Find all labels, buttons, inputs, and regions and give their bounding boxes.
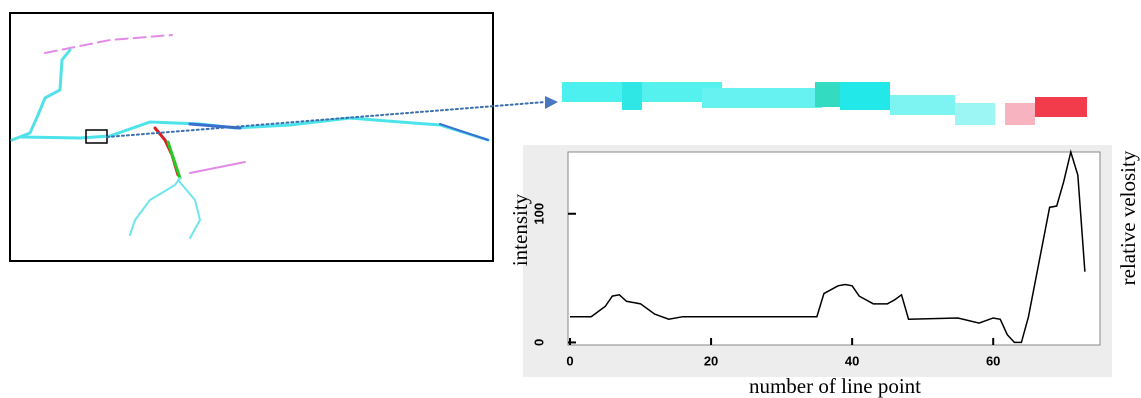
page: number of line point intensity relative … [0,0,1141,398]
strip-block [1005,103,1035,125]
strip-block [702,88,822,108]
strip-block [840,82,890,110]
x-axis-label: number of line point [749,374,921,398]
y-axis-label: intensity [508,193,532,266]
plot-area [568,152,1100,345]
arrow-head [545,96,558,109]
strip-block [955,103,995,125]
x-tick-label: 20 [704,353,718,368]
y2-axis-label: relative velosity [1116,150,1140,285]
x-tick-label: 0 [566,353,573,368]
vessel-image [10,13,558,261]
x-tick-label: 60 [986,353,1000,368]
x-tick-label: 40 [845,353,859,368]
strip-block [562,82,622,102]
y-tick-label: 0 [531,339,546,346]
y-tick-label: 100 [531,203,546,225]
color-strip [562,82,1087,125]
strip-block [1035,97,1087,117]
strip-block [622,82,642,110]
figure: number of line point intensity relative … [0,0,1141,398]
strip-block [890,95,955,115]
